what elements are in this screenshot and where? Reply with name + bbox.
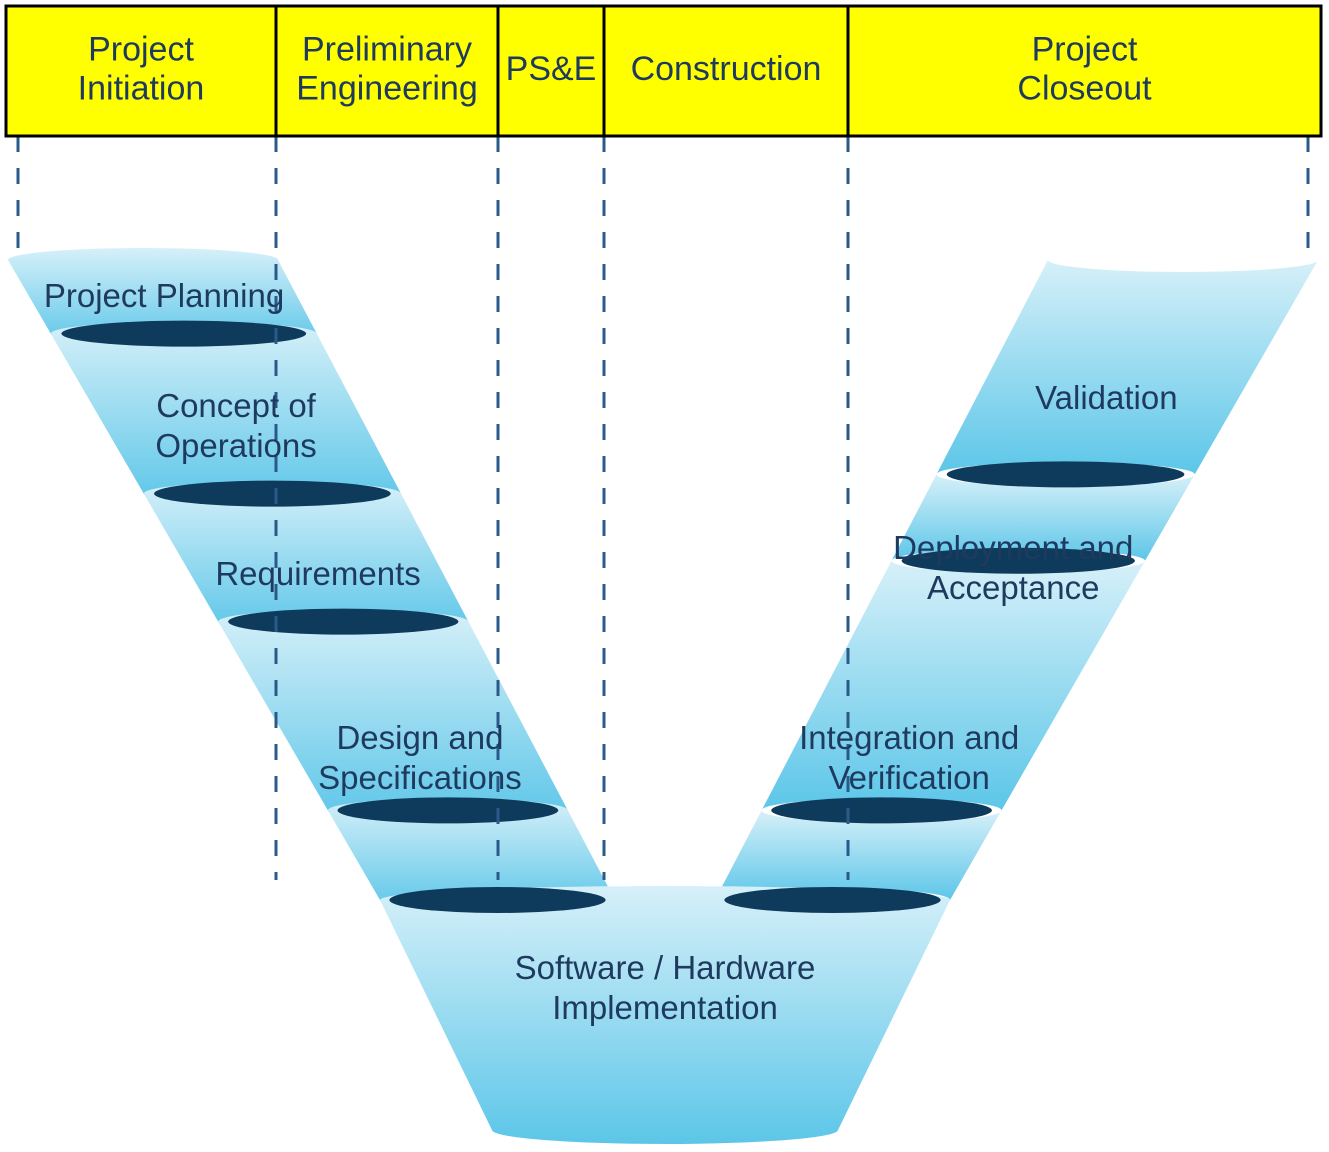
phase-label: ProjectInitiation xyxy=(78,30,205,107)
trunk-divider-ellipse xyxy=(389,887,605,913)
phase-label: ProjectCloseout xyxy=(1017,30,1152,107)
left-arm-divider-ellipse xyxy=(61,321,306,347)
stage-label: Validation xyxy=(1035,379,1178,416)
right-arm-divider-ellipse xyxy=(947,461,1185,487)
phase-label: PS&E xyxy=(506,50,597,88)
stage-label: Project Planning xyxy=(44,277,284,314)
phase-header-row: ProjectInitiation PreliminaryEngineering P… xyxy=(6,6,1321,136)
left-arm-divider-ellipse xyxy=(338,797,559,823)
phase-label: PreliminaryEngineering xyxy=(296,30,477,107)
left-arm-divider-ellipse xyxy=(228,609,458,635)
left-arm-divider-ellipse xyxy=(154,481,391,507)
right-arm-segment xyxy=(936,260,1318,474)
right-arm-divider-ellipse xyxy=(771,797,992,823)
phase-label: Construction xyxy=(631,50,822,88)
right-arm-segment xyxy=(715,810,1002,900)
v-model-diagram: ProjectInitiation PreliminaryEngineering P… xyxy=(0,0,1329,1152)
stage-label: Requirements xyxy=(215,555,420,592)
trunk-divider-ellipse xyxy=(724,887,940,913)
